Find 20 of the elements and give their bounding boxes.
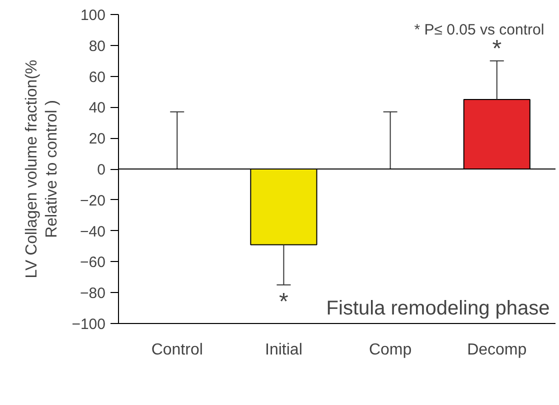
y-tick-label: −20	[80, 192, 106, 210]
annotation: *	[279, 288, 288, 316]
y-tick-label: −80	[80, 285, 106, 302]
y-tick-label: −60	[80, 254, 106, 272]
y-axis-title: LV Collagen volume fraction(% Relative to control )	[23, 60, 61, 278]
y-tick-label: 80	[88, 38, 106, 55]
annotation: * P≤ 0.05 vs control	[414, 22, 544, 38]
x-tick-label: Control	[151, 342, 203, 358]
x-tick-label: Decomp	[467, 342, 527, 358]
y-tick-label: 20	[88, 130, 106, 148]
y-tick-label: 40	[88, 100, 106, 117]
annotation: *	[492, 36, 502, 62]
x-tick-label: Initial	[265, 342, 302, 358]
y-tick-label: 100	[80, 7, 106, 24]
y-tick-label: −40	[80, 223, 106, 240]
y-tick-label: 60	[88, 68, 106, 86]
x-axis-title: Fistula remodeling phase	[326, 298, 550, 320]
y-tick-label: −100	[72, 316, 106, 333]
y-tick-label: 0	[97, 162, 106, 178]
x-tick-label: Comp	[368, 342, 412, 358]
